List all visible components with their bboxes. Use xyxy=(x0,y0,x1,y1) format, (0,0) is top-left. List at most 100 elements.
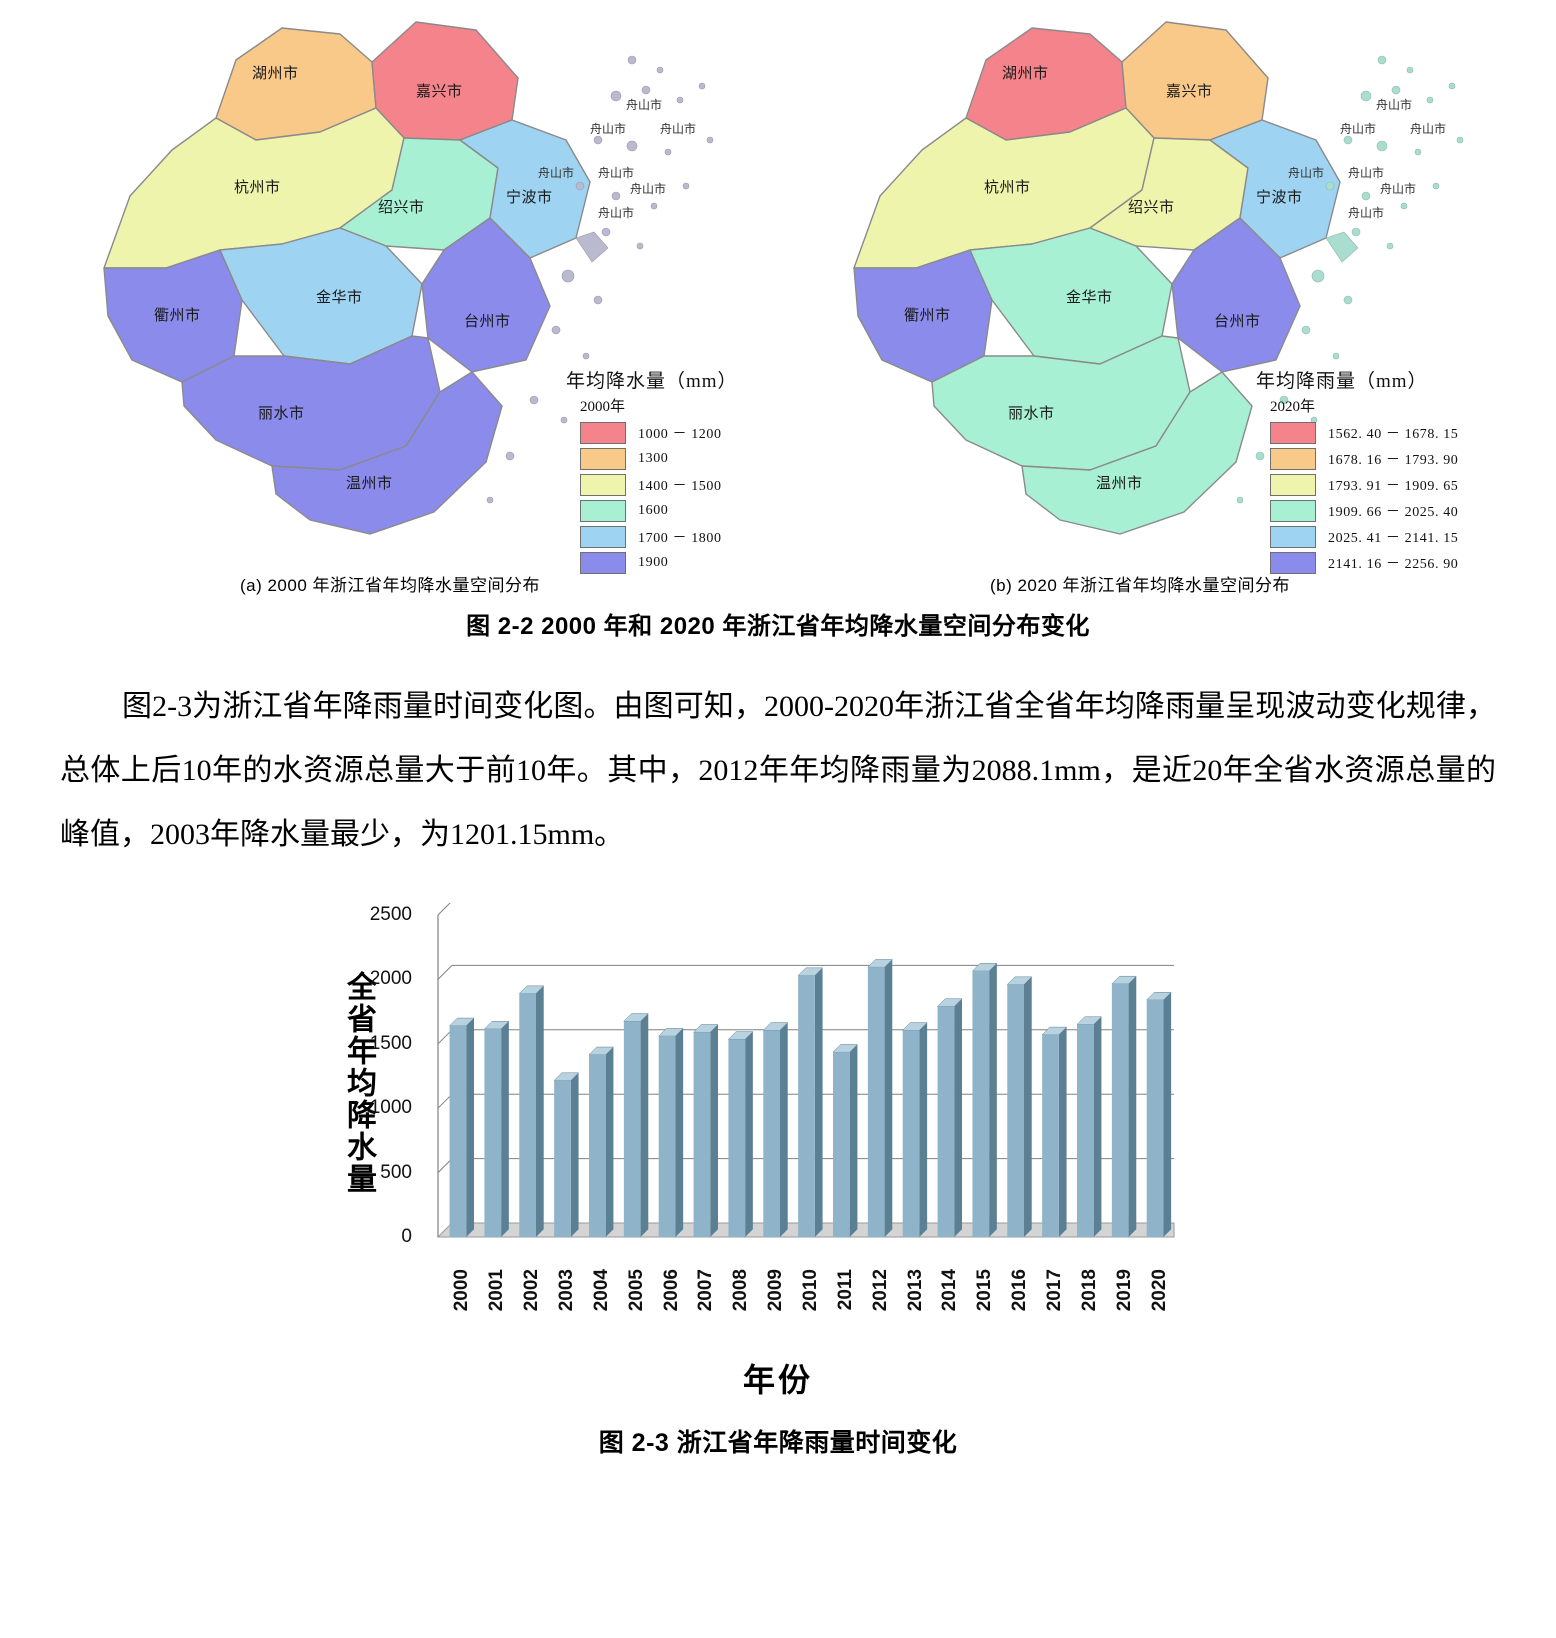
x-tick-label: 2003 xyxy=(556,1269,577,1312)
x-tick-label: 2014 xyxy=(939,1269,961,1312)
city-label: 杭州市 xyxy=(234,179,281,196)
legend-row: 1600 xyxy=(580,499,738,523)
chart-bar xyxy=(971,963,998,1237)
x-tick-label: 2010 xyxy=(800,1269,821,1312)
island-label: 舟山市 xyxy=(1340,122,1377,136)
city-label: 绍兴市 xyxy=(378,199,425,216)
city-label: 金华市 xyxy=(1066,289,1113,306)
legend-label: 1678. 16 － 1793. 90 xyxy=(1328,453,1459,468)
legend-swatch xyxy=(580,526,626,548)
region-jinhua xyxy=(969,227,1173,365)
island-label: 舟山市 xyxy=(1376,98,1413,112)
chart-figure: 全省年均降水量 0 500 1000 1500 2000 2500 2000 2001 200… xyxy=(0,893,1556,1413)
map-caption-2020: (b) 2020 年浙江省年均降水量空间分布 xyxy=(989,576,1291,595)
zhejiang-map-2000 xyxy=(103,21,714,535)
chart-bar xyxy=(797,967,824,1237)
legend-label: 2025. 41 － 2141. 15 xyxy=(1328,531,1459,546)
legend-swatch xyxy=(1270,526,1316,548)
legend-row: 1900 xyxy=(580,551,738,575)
chart-plot-area xyxy=(420,903,1180,1253)
city-label: 宁波市 xyxy=(506,189,553,206)
map-canvas-2000: 湖州市 嘉兴市 杭州市 绍兴市 宁波市 衢州市 金华市 台州市 丽水市 温州市 … xyxy=(20,0,760,560)
x-tick-label: 2020 xyxy=(1148,1269,1170,1312)
legend-label: 1562. 40 － 1678. 15 xyxy=(1328,427,1459,442)
legend-row: 1000 － 1200 xyxy=(580,421,738,445)
legend-row: 1793. 91 － 1909. 65 xyxy=(1270,473,1458,497)
chart-bar xyxy=(1041,1026,1068,1237)
chart-bar xyxy=(553,1072,580,1237)
city-label: 丽水市 xyxy=(258,405,305,422)
chart-bar xyxy=(588,1046,615,1237)
legend-swatch xyxy=(580,552,626,574)
x-tick-label: 2006 xyxy=(660,1269,682,1312)
city-label: 湖州市 xyxy=(1002,65,1049,82)
legend-label: 1000 － 1200 xyxy=(638,427,722,442)
legend-swatch xyxy=(1270,474,1316,496)
city-label: 丽水市 xyxy=(1008,405,1055,422)
chart-bar xyxy=(658,1028,684,1237)
map-legend-2000: 年均降水量（mm） 2000年 1000 － 1200 1300 1400 － … xyxy=(566,366,738,577)
y-tick-label: 0 xyxy=(401,1226,412,1247)
legend-swatch xyxy=(580,474,626,496)
y-tick-label: 2000 xyxy=(369,968,412,990)
island-label: 舟山市 xyxy=(590,122,627,136)
x-tick-label: 2008 xyxy=(730,1269,752,1312)
legend-swatch xyxy=(580,500,626,522)
chart-bar xyxy=(902,1022,928,1237)
legend-label: 1900 xyxy=(638,555,669,570)
x-tick-label: 2002 xyxy=(521,1269,543,1312)
maps-row: 湖州市 嘉兴市 杭州市 绍兴市 宁波市 衢州市 金华市 台州市 丽水市 温州市 … xyxy=(0,0,1556,600)
chart-bar xyxy=(448,1017,475,1237)
city-label: 台州市 xyxy=(1214,313,1261,330)
legend-swatch xyxy=(1270,448,1316,470)
region-wenzhou xyxy=(1021,371,1253,535)
x-tick-label: 2015 xyxy=(974,1269,996,1312)
chart-bar xyxy=(623,1013,649,1237)
island-label: 舟山市 xyxy=(630,182,667,196)
region-taizhou xyxy=(421,217,551,373)
legend-subtitle: 2020年 xyxy=(1270,399,1316,415)
city-label: 温州市 xyxy=(1096,475,1143,492)
legend-label: 1793. 91 － 1909. 65 xyxy=(1328,479,1459,494)
chart-y-ticks: 0 500 1000 1500 2000 2500 xyxy=(350,893,412,1247)
island-label: 舟山市 xyxy=(1348,206,1385,220)
island-label: 舟山市 xyxy=(660,122,697,136)
city-label: 湖州市 xyxy=(252,65,299,82)
legend-row: 2025. 41 － 2141. 15 xyxy=(1270,525,1458,549)
x-tick-label: 2019 xyxy=(1113,1269,1135,1312)
zhejiang-map-2020 xyxy=(853,21,1464,535)
x-tick-label: 2018 xyxy=(1078,1269,1100,1312)
legend-swatch xyxy=(1270,552,1316,574)
map-legend-2020: 年均降雨量（mm） 2020年 1562. 40 － 1678. 15 1678… xyxy=(1256,366,1458,577)
legend-label: 1400 － 1500 xyxy=(638,479,722,494)
chart-bar xyxy=(936,998,963,1237)
city-label: 嘉兴市 xyxy=(416,83,463,100)
x-tick-label: 2000 xyxy=(451,1269,473,1312)
y-tick-label: 1500 xyxy=(369,1032,412,1054)
city-label: 嘉兴市 xyxy=(1166,83,1213,100)
x-tick-label: 2017 xyxy=(1044,1269,1065,1312)
map-canvas-2020: 湖州市 嘉兴市 杭州市 绍兴市 宁波市 衢州市 金华市 台州市 丽水市 温州市 … xyxy=(770,0,1510,560)
island-label: 舟山市 xyxy=(598,206,635,220)
x-tick-label: 2012 xyxy=(869,1269,891,1312)
chart-bar xyxy=(1076,1016,1103,1237)
legend-swatch xyxy=(1270,422,1316,444)
legend-row: 1400 － 1500 xyxy=(580,473,738,497)
chart-bar xyxy=(867,959,893,1237)
chart-x-axis-label: 年份 xyxy=(742,1362,813,1398)
x-tick-label: 2016 xyxy=(1009,1269,1031,1312)
city-label: 金华市 xyxy=(316,289,363,306)
chart-bar xyxy=(762,1022,789,1237)
city-label: 台州市 xyxy=(464,313,511,330)
legend-row: 1700 － 1800 xyxy=(580,525,738,549)
x-tick-label: 2007 xyxy=(695,1269,717,1312)
chart-bar xyxy=(1111,975,1137,1237)
legend-label: 1300 xyxy=(638,451,669,466)
figure-2-2-caption: 图 2-2 2000 年和 2020 年浙江省年均降水量空间分布变化 xyxy=(466,613,1090,640)
islands-group-2020 xyxy=(1236,55,1464,504)
islands-group-2000 xyxy=(486,55,714,504)
island-label: 舟山市 xyxy=(1410,122,1447,136)
city-label: 绍兴市 xyxy=(1128,199,1175,216)
x-tick-label: 2001 xyxy=(486,1269,508,1312)
legend-title: 年均降雨量（mm） xyxy=(1256,371,1428,392)
